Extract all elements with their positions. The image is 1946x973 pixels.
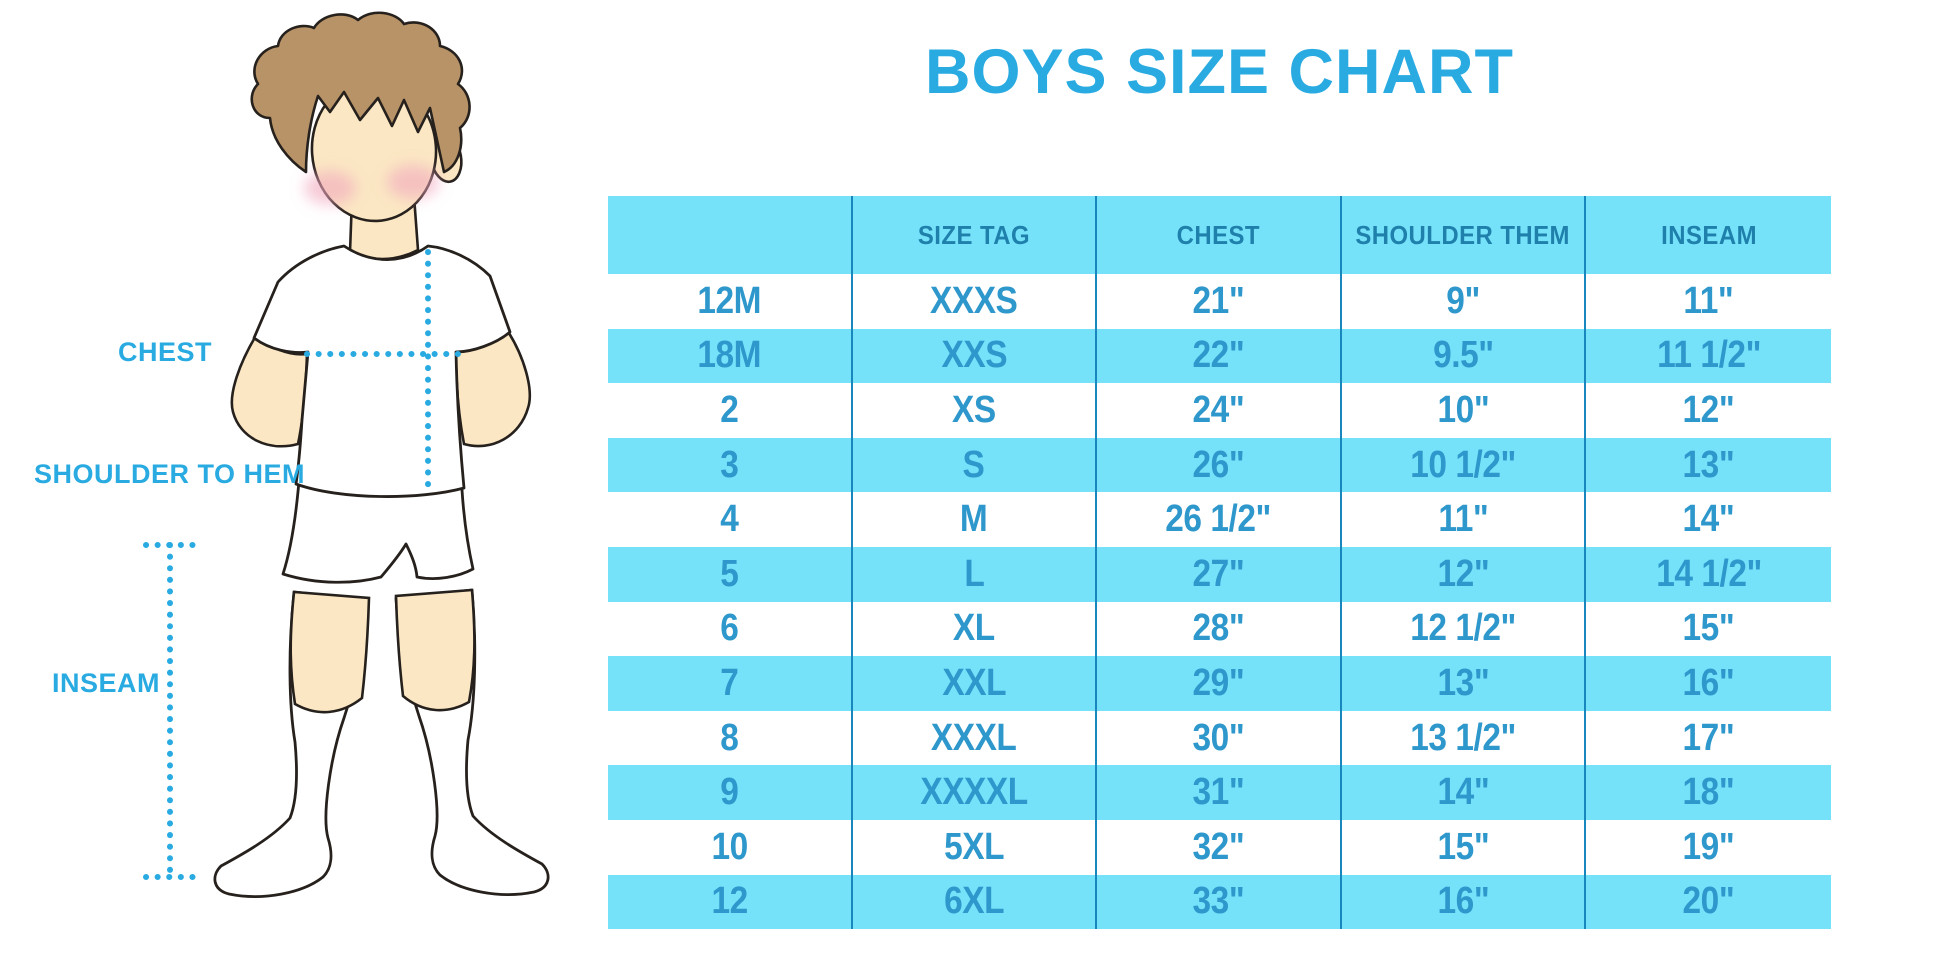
size-cell: 4	[608, 492, 853, 547]
shoulder-cell: 14"	[1342, 765, 1587, 820]
chest-cell: 24"	[1097, 383, 1342, 438]
table-row: 8 XXXL 30" 13 1/2" 17"	[608, 710, 1831, 766]
shoulder-cell: 13"	[1342, 656, 1587, 711]
chest-cell: 32"	[1097, 819, 1342, 875]
inseam-cell: 16"	[1682, 661, 1735, 704]
page-title: BOYS SIZE CHART	[924, 37, 1515, 107]
shoulder-cell: 9"	[1342, 274, 1587, 329]
table-row: 5 L 27" 12" 14 1/2"	[608, 546, 1831, 602]
chest-cell: 22"	[1097, 328, 1342, 384]
table-body: 12M XXXS 21" 9" 11" 18M XXS 22" 9.5" 11 …	[608, 274, 1831, 930]
boy-tshirt	[252, 244, 512, 498]
header-shoulder: SHOULDER THEM	[1342, 196, 1587, 274]
chest-cell: 28"	[1097, 601, 1342, 657]
chest-cell: 27"	[1097, 546, 1342, 602]
size-tag-cell: XXL	[853, 656, 1098, 711]
shoulder-cell: 12 1/2"	[1342, 601, 1587, 657]
table-row: 9 XXXXL 31" 14" 18"	[608, 765, 1831, 820]
table-row: 2 XS 24" 10" 12"	[608, 383, 1831, 438]
size-tag-cell: 5XL	[853, 819, 1098, 875]
chest-cell: 26"	[1097, 437, 1342, 493]
boy-measurement-illustration: CHEST SHOULDER TO HEM INSEAM	[0, 0, 610, 973]
table-row: 10 5XL 32" 15" 19"	[608, 819, 1831, 875]
table-row: 4 M 26 1/2" 11" 14"	[608, 492, 1831, 547]
chest-cell: 31"	[1097, 765, 1342, 820]
shoulder-cell: 11"	[1342, 492, 1587, 547]
shoulder-cell: 10"	[1342, 383, 1587, 438]
chest-cell: 26 1/2"	[1097, 492, 1342, 547]
inseam-cell: 15"	[1682, 607, 1735, 650]
measurement-lines	[143, 249, 468, 880]
size-cell: 9	[608, 765, 853, 820]
boy-figure-drawing	[143, 11, 550, 898]
table-row: 7 XXL 29" 13" 16"	[608, 656, 1831, 711]
table-row: 3 S 26" 10 1/2" 13"	[608, 437, 1831, 493]
inseam-cell: 13"	[1682, 443, 1735, 486]
size-cell: 12	[608, 874, 853, 930]
inseam-cell: 12"	[1682, 388, 1735, 431]
size-tag-cell: XXXL	[853, 710, 1098, 766]
chest-cell: 30"	[1097, 710, 1342, 766]
inseam-cell: 14 1/2"	[1655, 552, 1762, 595]
size-cell: 10	[608, 819, 853, 875]
shoulder-cell: 12"	[1342, 546, 1587, 602]
size-tag-cell: XS	[853, 383, 1098, 438]
inseam-cell: 11 1/2"	[1656, 334, 1761, 377]
header-blank	[608, 196, 853, 274]
size-tag-cell: XXXXL	[853, 765, 1098, 820]
table-row: 18M XXS 22" 9.5" 11 1/2"	[608, 328, 1831, 384]
table-row: 12 6XL 33" 16" 20"	[608, 874, 1831, 930]
shoulder-cell: 15"	[1342, 819, 1587, 875]
shoulder-cell: 16"	[1342, 874, 1587, 930]
chest-cell: 29"	[1097, 656, 1342, 711]
inseam-cell: 17"	[1682, 716, 1735, 759]
shoulder-to-hem-label: SHOULDER TO HEM	[34, 459, 306, 489]
boy-left-thigh	[289, 590, 371, 714]
size-cell: 8	[608, 710, 853, 766]
shoulder-cell: 9.5"	[1342, 328, 1587, 384]
size-tag-cell: M	[853, 492, 1098, 547]
boy-hair	[250, 11, 471, 174]
inseam-cell: 11"	[1683, 279, 1734, 322]
boy-left-arm	[230, 331, 309, 448]
boy-blush	[304, 165, 439, 205]
size-tag-cell: XL	[853, 601, 1098, 657]
table-row: 12M XXXS 21" 9" 11"	[608, 274, 1831, 329]
size-table: SIZE TAG CHEST SHOULDER THEM INSEAM 12M …	[608, 196, 1831, 930]
inseam-cell: 19"	[1682, 825, 1735, 868]
chest-cell: 21"	[1097, 274, 1342, 329]
size-tag-cell: L	[853, 546, 1098, 602]
size-cell: 2	[608, 383, 853, 438]
inseam-label: INSEAM	[52, 668, 161, 698]
header-size-tag: SIZE TAG	[853, 196, 1098, 274]
inseam-cell: 20"	[1682, 880, 1735, 923]
shoulder-cell: 10 1/2"	[1342, 437, 1587, 493]
inseam-cell: 14"	[1682, 498, 1735, 541]
header-chest: CHEST	[1097, 196, 1342, 274]
shoulder-cell: 13 1/2"	[1342, 710, 1587, 766]
boy-right-thigh	[394, 588, 476, 712]
size-cell: 6	[608, 601, 853, 657]
size-tag-cell: XXS	[853, 328, 1098, 384]
size-tag-cell: XXXS	[853, 274, 1098, 329]
size-tag-cell: S	[853, 437, 1098, 493]
table-header-row: SIZE TAG CHEST SHOULDER THEM INSEAM	[608, 196, 1831, 274]
chest-label: CHEST	[118, 337, 213, 367]
chest-cell: 33"	[1097, 874, 1342, 930]
header-inseam: INSEAM	[1660, 219, 1757, 250]
inseam-cell: 18"	[1682, 771, 1735, 814]
size-cell: 5	[608, 546, 853, 602]
size-cell: 7	[608, 656, 853, 711]
table-row: 6 XL 28" 12 1/2" 15"	[608, 601, 1831, 657]
size-cell: 3	[608, 437, 853, 493]
size-tag-cell: 6XL	[853, 874, 1098, 930]
size-cell: 12M	[608, 274, 853, 329]
size-cell: 18M	[608, 328, 853, 384]
